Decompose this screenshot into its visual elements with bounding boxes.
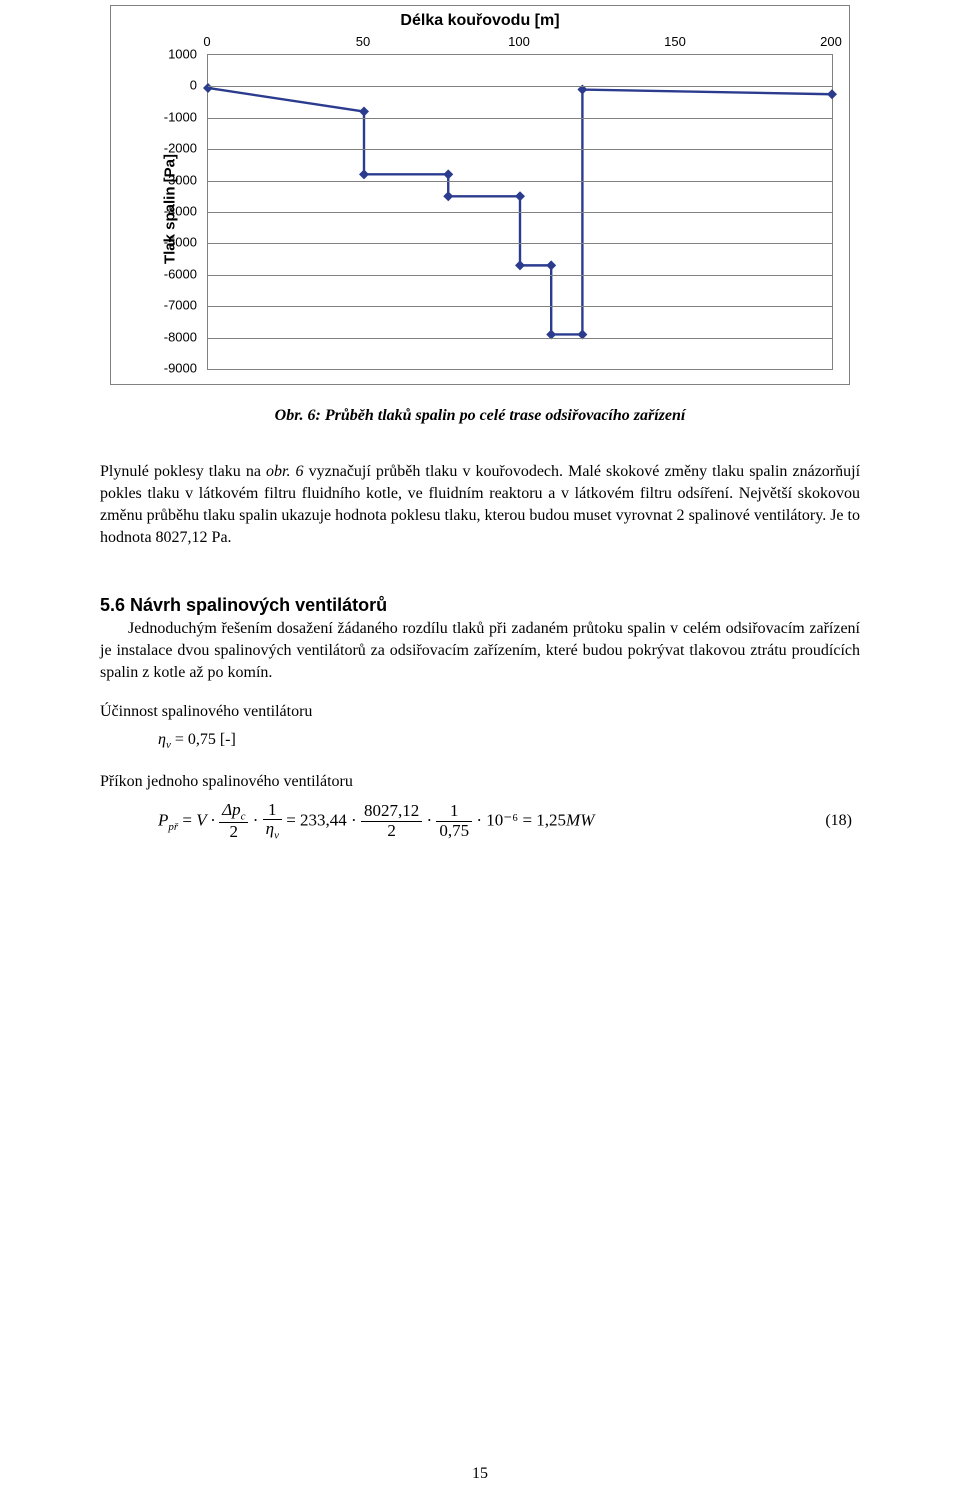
chart-ytick: -2000 — [149, 142, 197, 155]
chart-marker — [359, 169, 369, 179]
chart-ytick: -8000 — [149, 330, 197, 343]
paragraph-1-text: Plynulé poklesy tlaku na obr. 6 vyznačuj… — [100, 463, 860, 546]
chart-marker — [515, 260, 525, 270]
paragraph-1: Plynulé poklesy tlaku na obr. 6 vyznačuj… — [100, 461, 860, 549]
eq18-frac-8027: 8027,12 2 — [361, 802, 422, 840]
eq18-unit: MW — [566, 810, 594, 829]
eq18-P-sub: př — [168, 821, 178, 833]
eq18-etav: ηv — [266, 819, 279, 838]
chart-ytick: -1000 — [149, 110, 197, 123]
chart-marker — [203, 83, 213, 93]
chart-ytick: -9000 — [149, 362, 197, 375]
chart-xtick: 150 — [664, 34, 686, 49]
figure-caption: Obr. 6: Průběh tlaků spalin po celé tras… — [100, 407, 860, 425]
equation-18: Ppř = V · Δpc 2 · 1 ηv = 233,44 · 8027,1… — [100, 801, 860, 842]
chart-xticks: 050100150200 — [207, 34, 833, 54]
chart-frame: Délka kouřovodu [m] Tlak spalin [Pa] 100… — [110, 5, 850, 385]
chart-marker — [443, 169, 453, 179]
chart-ytick: -4000 — [149, 205, 197, 218]
equation-18-number: (18) — [825, 812, 852, 830]
eq18-one1: 1 — [263, 801, 282, 821]
eq18-mid: = 233,44 · — [286, 810, 361, 829]
eq18-dp: Δpc — [222, 800, 245, 819]
power-label: Příkon jednoho spalinového ventilátoru — [100, 773, 860, 791]
eq18-tail: · 10⁻⁶ = 1,25 — [476, 810, 566, 829]
chart-yticks: 1000 0 -1000 -2000 -3000 -4000 -5000 -6000 -7000… — [149, 34, 197, 384]
eq18-den-2a: 2 — [219, 823, 248, 842]
paragraph-2: Jednoduchým řešením dosažení žádaného ro… — [100, 618, 860, 684]
chart-body: Tlak spalin [Pa] 10000-1000-2000-3000-40… — [111, 34, 849, 384]
eta-symbol: η — [158, 731, 166, 748]
chart-marker — [515, 191, 525, 201]
efficiency-equation: ηv = 0,75 [-] — [100, 731, 860, 751]
chart-xtick: 100 — [508, 34, 530, 49]
chart-ytick: -6000 — [149, 267, 197, 280]
chart-marker — [546, 260, 556, 270]
eq18-num2: 8027,12 — [361, 802, 422, 822]
eq18-dot2: · — [426, 810, 436, 829]
chart-marker — [443, 191, 453, 201]
chart-ytick: 0 — [149, 79, 197, 92]
chart-plot-area — [207, 54, 833, 370]
equation-18-formula: Ppř = V · Δpc 2 · 1 ηv = 233,44 · 8027,1… — [158, 801, 825, 842]
eq18-P: P — [158, 810, 168, 829]
chart-xtick: 50 — [356, 34, 370, 49]
chart-ytick: -5000 — [149, 236, 197, 249]
eq18-V: V · — [196, 810, 215, 829]
chart-marker — [827, 89, 837, 99]
eta-value: = 0,75 [-] — [171, 731, 236, 748]
chart-xtick: 200 — [820, 34, 842, 49]
page-number: 15 — [0, 1465, 960, 1483]
eq18-den075: 0,75 — [436, 822, 472, 841]
efficiency-label: Účinnost spalinového ventilátoru — [100, 703, 860, 721]
eq18-dot1: · — [253, 810, 263, 829]
eq18-frac-eta: 1 ηv — [263, 801, 282, 842]
chart-ytick: -7000 — [149, 299, 197, 312]
section-heading: 5.6 Návrh spalinových ventilátorů — [100, 595, 860, 616]
eq18-den-2b: 2 — [361, 822, 422, 841]
eq18-frac-075: 1 0,75 — [436, 802, 472, 840]
chart-ytick: 1000 — [149, 48, 197, 61]
chart-xtick: 0 — [203, 34, 210, 49]
chart-ytick: -3000 — [149, 173, 197, 186]
chart-title: Délka kouřovodu [m] — [111, 12, 849, 30]
eq18-eq1: = — [182, 810, 196, 829]
chart-marker — [359, 107, 369, 117]
eq18-frac-dp: Δpc 2 — [219, 801, 248, 842]
eq18-one2: 1 — [436, 802, 472, 822]
